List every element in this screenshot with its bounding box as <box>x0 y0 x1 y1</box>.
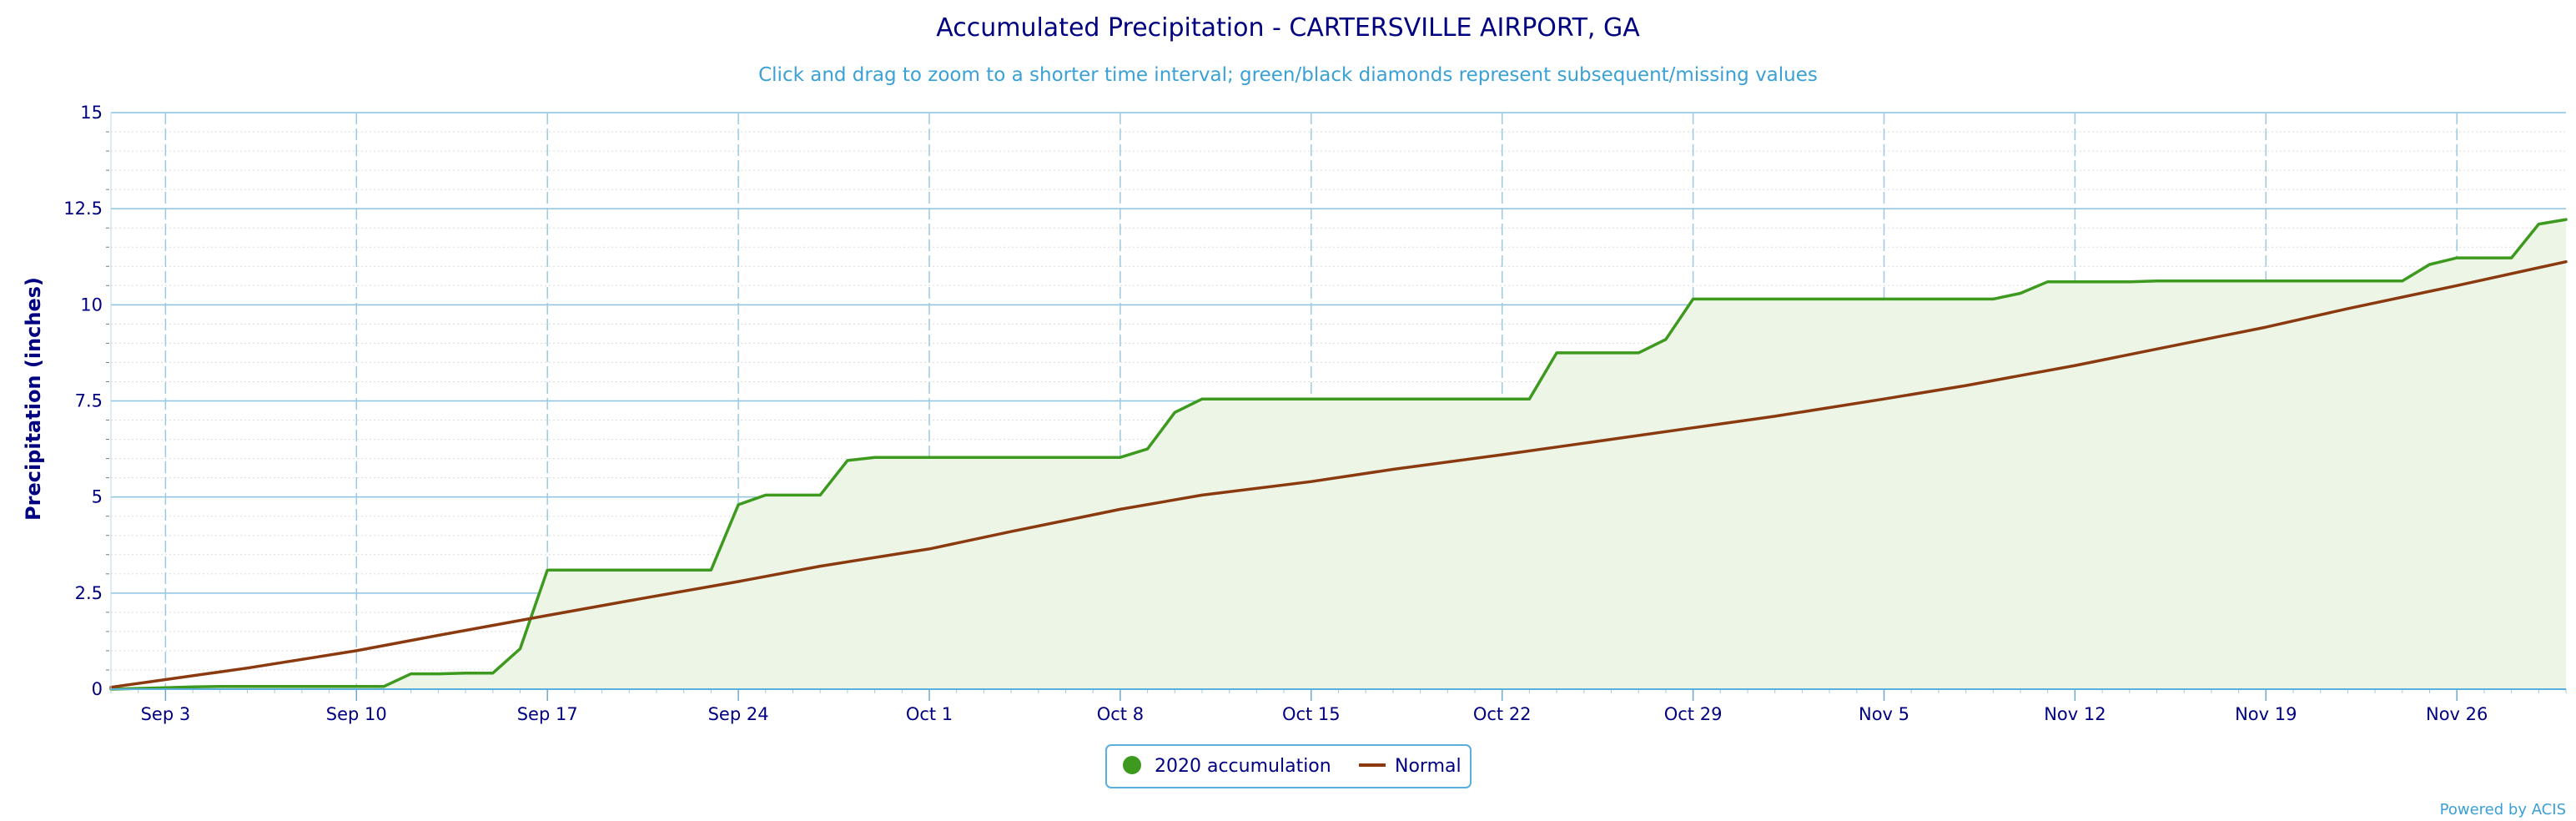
x-tick-label: Oct 15 <box>1282 704 1341 724</box>
y-axis-title: Precipitation (inches) <box>22 277 45 521</box>
acis-credit-link[interactable]: Powered by ACIS <box>2440 801 2566 818</box>
x-tick-label: Nov 26 <box>2426 704 2488 724</box>
legend[interactable]: 2020 accumulation Normal <box>1105 744 1472 788</box>
chart-title: Accumulated Precipitation - CARTERSVILLE… <box>936 13 1640 43</box>
x-tick-label: Nov 12 <box>2044 704 2106 724</box>
x-tick-label: Sep 3 <box>141 704 191 724</box>
legend-marker-2020-accumulation <box>1123 756 1141 774</box>
y-tick-label: 5 <box>92 487 103 507</box>
x-tick-label: Sep 24 <box>708 704 769 724</box>
y-tick-label: 7.5 <box>75 391 103 411</box>
y-axis: 0 2.5 5 7.5 10 12.5 15 <box>63 103 112 699</box>
y-tick-label: 15 <box>80 103 103 123</box>
legend-item-2020-accumulation[interactable]: 2020 accumulation <box>1123 756 1331 777</box>
y-tick-label: 12.5 <box>63 199 103 219</box>
x-tick-label: Oct 1 <box>906 704 953 724</box>
area-fill <box>111 219 2566 690</box>
y-tick-label: 10 <box>80 295 103 315</box>
area-fill-2020-accumulation <box>111 219 2566 690</box>
x-tick-label: Nov 5 <box>1859 704 1909 724</box>
series-line-2020-accumulation[interactable] <box>109 218 2568 691</box>
legend-box <box>1105 744 1472 788</box>
y-tick-label: 0 <box>92 679 103 699</box>
x-tick-label: Sep 17 <box>517 704 578 724</box>
legend-label-normal: Normal <box>1395 756 1462 777</box>
legend-label-2020-accumulation: 2020 accumulation <box>1155 756 1331 777</box>
x-tick-label: Nov 19 <box>2235 704 2297 724</box>
series-line-normal[interactable] <box>109 259 2568 689</box>
x-tick-label: Oct 29 <box>1664 704 1723 724</box>
chart-subtitle: Click and drag to zoom to a shorter time… <box>758 64 1818 86</box>
x-tick-label: Oct 22 <box>1473 704 1532 724</box>
legend-item-normal[interactable]: Normal <box>1359 756 1462 777</box>
series-lines <box>109 218 2568 691</box>
y-tick-label: 2.5 <box>75 583 103 603</box>
x-tick-label: Sep 10 <box>326 704 387 724</box>
x-tick-label: Oct 8 <box>1097 704 1144 724</box>
x-axis: Sep 3 Sep 10 Sep 17 Sep 24 Oct 1 Oct 8 Oct 15 O… <box>110 688 2567 724</box>
